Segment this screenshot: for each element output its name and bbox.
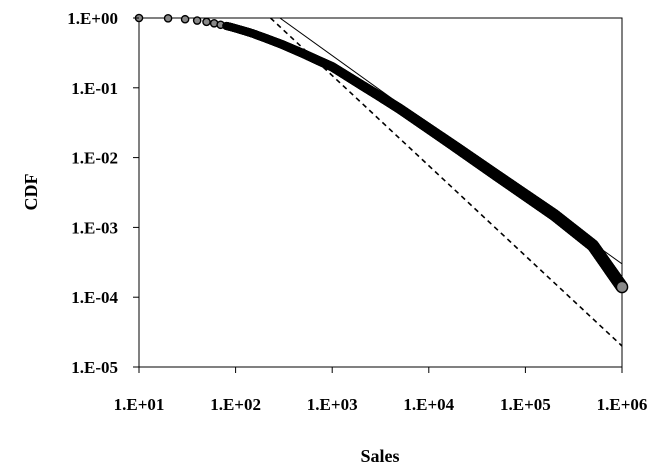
- x-tick-label: 1.E+02: [210, 395, 261, 414]
- y-tick-labels: 1.E+00 1.E-01 1.E-02 1.E-03 1.E-04 1.E-05: [67, 9, 118, 377]
- axis-ticks: [133, 17, 623, 373]
- y-tick-label: 1.E+00: [67, 9, 118, 28]
- x-tick-label: 1.E+05: [500, 395, 551, 414]
- y-tick-label: 1.E-05: [71, 358, 118, 377]
- data-point: [163, 14, 173, 23]
- data-point: [180, 14, 190, 24]
- data-point: [615, 280, 629, 294]
- x-tick-labels: 1.E+01 1.E+02 1.E+03 1.E+04 1.E+05 1.E+06: [114, 395, 648, 414]
- x-tick-label: 1.E+04: [403, 395, 454, 414]
- x-axis-title: Sales: [360, 446, 399, 466]
- y-tick-label: 1.E-01: [71, 79, 118, 98]
- plot-area: [138, 17, 623, 368]
- x-tick-label: 1.E+03: [307, 395, 358, 414]
- data-point: [192, 16, 202, 25]
- dashed-reference-line: [269, 18, 622, 347]
- data-point: [202, 17, 211, 27]
- y-axis-title: CDF: [21, 174, 41, 211]
- x-tick-label: 1.E+01: [114, 395, 165, 414]
- x-tick-label: 1.E+06: [597, 395, 648, 414]
- y-tick-label: 1.E-03: [71, 218, 118, 237]
- y-tick-label: 1.E-04: [71, 288, 118, 307]
- data-markers: [134, 13, 629, 294]
- y-tick-label: 1.E-02: [71, 149, 118, 168]
